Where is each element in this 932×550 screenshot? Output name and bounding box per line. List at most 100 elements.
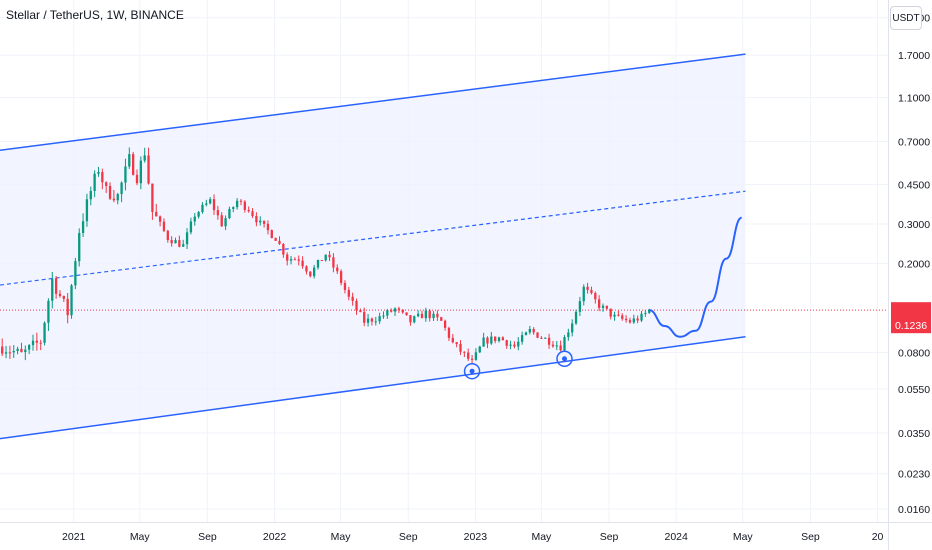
candle: [74, 257, 77, 290]
candle: [378, 312, 381, 324]
candle: [174, 237, 177, 244]
candle: [51, 271, 54, 309]
candle: [390, 308, 393, 313]
candle: [416, 310, 420, 318]
candle: [124, 158, 127, 191]
time-tick-label: May: [331, 531, 352, 543]
low-marker: [463, 362, 481, 380]
candle: [601, 303, 605, 312]
time-axis[interactable]: 2021 May Sep 2022 May Sep 2023 May Sep 2024 May Sep…: [0, 522, 932, 544]
price-axis[interactable]: 2.50001.70001.10000.70000.45000.30000.20…: [888, 0, 932, 550]
candle: [182, 239, 185, 247]
candle: [274, 237, 277, 241]
candle: [305, 265, 308, 275]
time-tick-label: Sep: [399, 531, 418, 543]
candle: [62, 295, 65, 303]
candle: [78, 228, 81, 267]
candle: [640, 311, 643, 323]
candle: [597, 295, 601, 312]
candle: [235, 198, 239, 210]
candle: [243, 200, 246, 213]
projection-curve: [648, 216, 743, 338]
candle: [486, 336, 489, 349]
channel-lower-line: [0, 336, 746, 440]
candle: [420, 310, 424, 319]
candle: [336, 264, 339, 275]
candle: [397, 306, 401, 314]
candle: [101, 168, 104, 190]
time-tick-label: 20: [872, 531, 884, 543]
candle: [12, 345, 15, 358]
candle: [178, 235, 181, 248]
candle: [343, 280, 347, 294]
candle: [547, 333, 551, 349]
candle: [401, 309, 404, 314]
candle: [247, 206, 250, 213]
price-tick-label: 0.0160: [898, 504, 930, 516]
candle: [228, 206, 231, 220]
candle: [328, 250, 331, 262]
candle: [1, 338, 4, 357]
candle: [478, 345, 481, 353]
candle: [440, 316, 443, 321]
candle: [85, 193, 89, 227]
candle: [185, 228, 189, 250]
candle: [590, 286, 593, 295]
candle: [363, 307, 366, 327]
candle: [105, 181, 108, 194]
candle: [251, 208, 254, 219]
candle: [632, 314, 635, 324]
candle: [497, 336, 501, 343]
candle: [201, 202, 204, 214]
candle: [605, 305, 609, 310]
candle: [47, 298, 50, 331]
candle: [467, 348, 470, 361]
candle: [89, 186, 92, 206]
candle: [108, 182, 112, 201]
candle: [428, 309, 431, 322]
candle: [262, 220, 266, 228]
candle: [151, 183, 154, 220]
candle: [301, 256, 304, 269]
time-tick-label: Sep: [600, 531, 619, 543]
candlestick-series: [1, 147, 651, 364]
candle: [31, 334, 35, 351]
candle: [366, 313, 370, 327]
price-tick-label: 0.0230: [898, 469, 930, 481]
candle: [455, 341, 458, 348]
candle: [197, 210, 200, 219]
time-tick-label: May: [733, 531, 754, 543]
candle: [313, 264, 316, 279]
candle: [131, 151, 135, 176]
candle: [463, 351, 466, 358]
candle: [567, 328, 570, 341]
candle: [170, 236, 173, 247]
candle: [347, 286, 350, 301]
candle: [58, 290, 62, 298]
channel-middle-line: [0, 190, 746, 286]
candle: [578, 296, 582, 317]
candle: [232, 206, 235, 213]
candle: [494, 336, 497, 344]
candle: [224, 215, 227, 231]
price-tick-label: 0.0350: [898, 428, 930, 440]
candle: [20, 342, 23, 353]
candle: [239, 199, 243, 206]
candle: [112, 189, 116, 203]
candle: [393, 307, 397, 316]
candle: [563, 335, 566, 351]
candle: [432, 311, 435, 321]
candle: [505, 339, 508, 349]
candle: [147, 147, 150, 185]
candle: [594, 291, 597, 304]
candle: [332, 253, 335, 273]
candle: [93, 170, 96, 198]
candle: [35, 332, 39, 351]
candle: [513, 341, 516, 349]
candle: [351, 292, 354, 306]
low-marker: [556, 350, 573, 368]
candle: [424, 307, 427, 322]
candle: [524, 331, 528, 336]
currency-button[interactable]: USDT: [890, 6, 922, 30]
